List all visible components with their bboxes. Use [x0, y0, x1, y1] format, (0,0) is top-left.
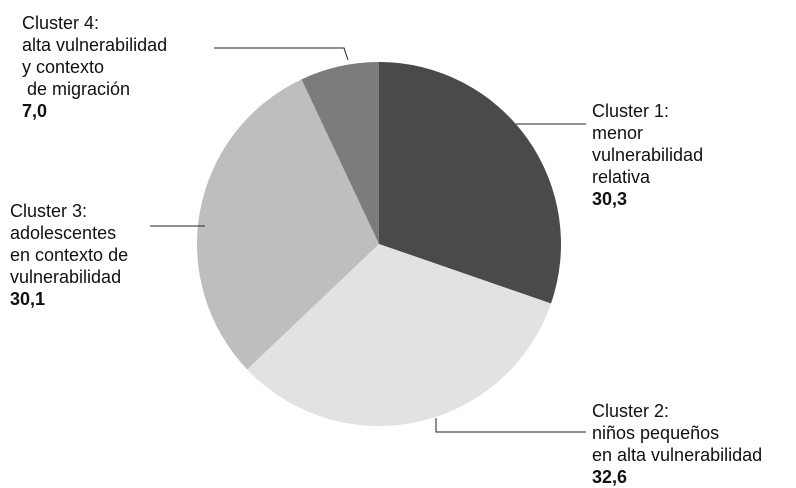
slice-label-line: en contexto de: [10, 245, 129, 265]
slice-value-label: 30,3: [592, 189, 628, 209]
slice-label-line: niños pequeños: [592, 423, 720, 443]
slice-label-line: alta vulnerabilidad: [22, 35, 168, 55]
leader-line-cluster-2: [435, 418, 586, 433]
slice-label-line: Cluster 1:: [592, 101, 670, 121]
slice-label-line: Cluster 2:: [592, 401, 670, 421]
pie-slice-cluster-2: [247, 244, 552, 427]
slice-value-label: 7,0: [22, 101, 48, 121]
slice-value-label: 30,1: [10, 289, 46, 309]
pie-slice-cluster-4: [301, 62, 379, 244]
slice-label-cluster-1: Cluster 1: menor vulnerabilidad relativa…: [592, 100, 703, 210]
slice-label-line: de migración: [22, 79, 131, 99]
leader-line-cluster-4: [214, 47, 349, 61]
pie-slice-cluster-1: [379, 62, 561, 304]
slice-label-line: y contexto: [22, 57, 105, 77]
slice-label-line: vulnerabilidad: [10, 267, 122, 287]
slice-label-line: en alta vulnerabilidad: [592, 445, 763, 465]
slice-label-line: Cluster 3:: [10, 201, 88, 221]
slice-label-line: relativa: [592, 167, 651, 187]
slice-value-label: 32,6: [592, 467, 628, 487]
pie-slice-cluster-3: [196, 79, 379, 370]
slice-label-line: menor: [592, 123, 644, 143]
slice-label-line: vulnerabilidad: [592, 145, 704, 165]
slice-label-cluster-3: Cluster 3: adolescentes en contexto de v…: [10, 200, 128, 310]
slice-label-cluster-4: Cluster 4: alta vulnerabilidad y context…: [22, 12, 167, 122]
slice-label-cluster-2: Cluster 2: niños pequeños en alta vulner…: [592, 400, 762, 488]
slice-label-line: Cluster 4:: [22, 13, 100, 33]
slice-label-line: adolescentes: [10, 223, 117, 243]
